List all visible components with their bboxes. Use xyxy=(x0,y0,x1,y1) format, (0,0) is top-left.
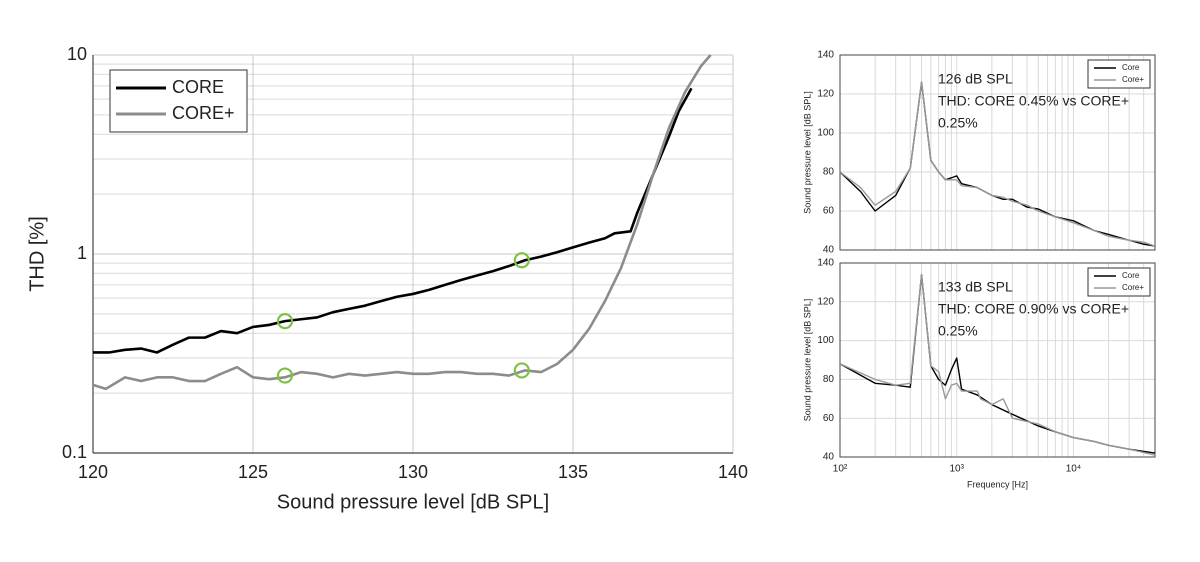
y-tick-label: 60 xyxy=(823,413,835,424)
x-tick-label: 10³ xyxy=(949,464,964,475)
annotation: 0.25% xyxy=(938,323,978,339)
y-tick-label: 40 xyxy=(823,245,835,256)
legend-label: CORE xyxy=(172,77,224,97)
x-tick-label: 120 xyxy=(78,462,108,482)
annotation: THD: CORE 0.45% vs CORE+ xyxy=(938,93,1129,109)
x-axis-label: Frequency [Hz] xyxy=(967,479,1028,489)
series-line xyxy=(839,273,1156,456)
annotation: THD: CORE 0.90% vs CORE+ xyxy=(938,301,1129,317)
x-tick-label: 10⁴ xyxy=(1066,464,1081,475)
legend-label: CORE+ xyxy=(172,103,235,123)
x-tick-label: 140 xyxy=(718,462,748,482)
legend-label: Core xyxy=(1122,63,1140,72)
annotation: 133 dB SPL xyxy=(938,279,1013,295)
y-tick-label: 140 xyxy=(817,258,834,269)
series-line xyxy=(92,54,712,391)
highlight-marker xyxy=(513,252,530,269)
y-tick-label: 40 xyxy=(823,452,835,463)
y-axis-label: Sound pressure level [dB SPL] xyxy=(802,91,812,214)
y-tick-label: 10 xyxy=(67,44,87,64)
series-line xyxy=(839,81,1156,247)
y-tick-label: 100 xyxy=(817,335,834,346)
series-line xyxy=(93,87,693,354)
x-tick-label: 135 xyxy=(558,462,588,482)
legend-box xyxy=(1087,59,1151,89)
x-tick-label: 10² xyxy=(833,464,848,475)
legend-box xyxy=(109,69,248,133)
plot-frame xyxy=(839,54,1156,251)
legend-label: Core+ xyxy=(1122,283,1144,292)
legend-label: Core+ xyxy=(1122,75,1144,84)
legend-box xyxy=(1087,267,1151,297)
y-tick-label: 140 xyxy=(817,50,834,61)
highlight-marker xyxy=(276,313,294,330)
y-tick-label: 0.1 xyxy=(62,442,87,462)
y-tick-label: 120 xyxy=(817,296,834,307)
y-tick-label: 80 xyxy=(823,167,835,178)
plot-frame xyxy=(839,262,1156,458)
x-axis-label: Sound pressure level [dB SPL] xyxy=(277,491,549,513)
legend-label: Core xyxy=(1122,271,1140,280)
x-tick-label: 130 xyxy=(398,462,428,482)
annotation: 126 dB SPL xyxy=(938,71,1013,87)
y-tick-label: 120 xyxy=(817,89,834,100)
y-tick-label: 80 xyxy=(823,374,835,385)
y-axis-label: THD [%] xyxy=(26,216,48,292)
annotation: 0.25% xyxy=(938,115,978,131)
highlight-marker xyxy=(513,362,530,379)
highlight-marker xyxy=(276,367,294,384)
y-tick-label: 60 xyxy=(823,206,835,217)
y-tick-label: 100 xyxy=(817,128,834,139)
y-tick-label: 1 xyxy=(77,243,87,263)
y-axis-label: Sound pressure level [dB SPL] xyxy=(802,299,812,422)
x-tick-label: 125 xyxy=(238,462,268,482)
